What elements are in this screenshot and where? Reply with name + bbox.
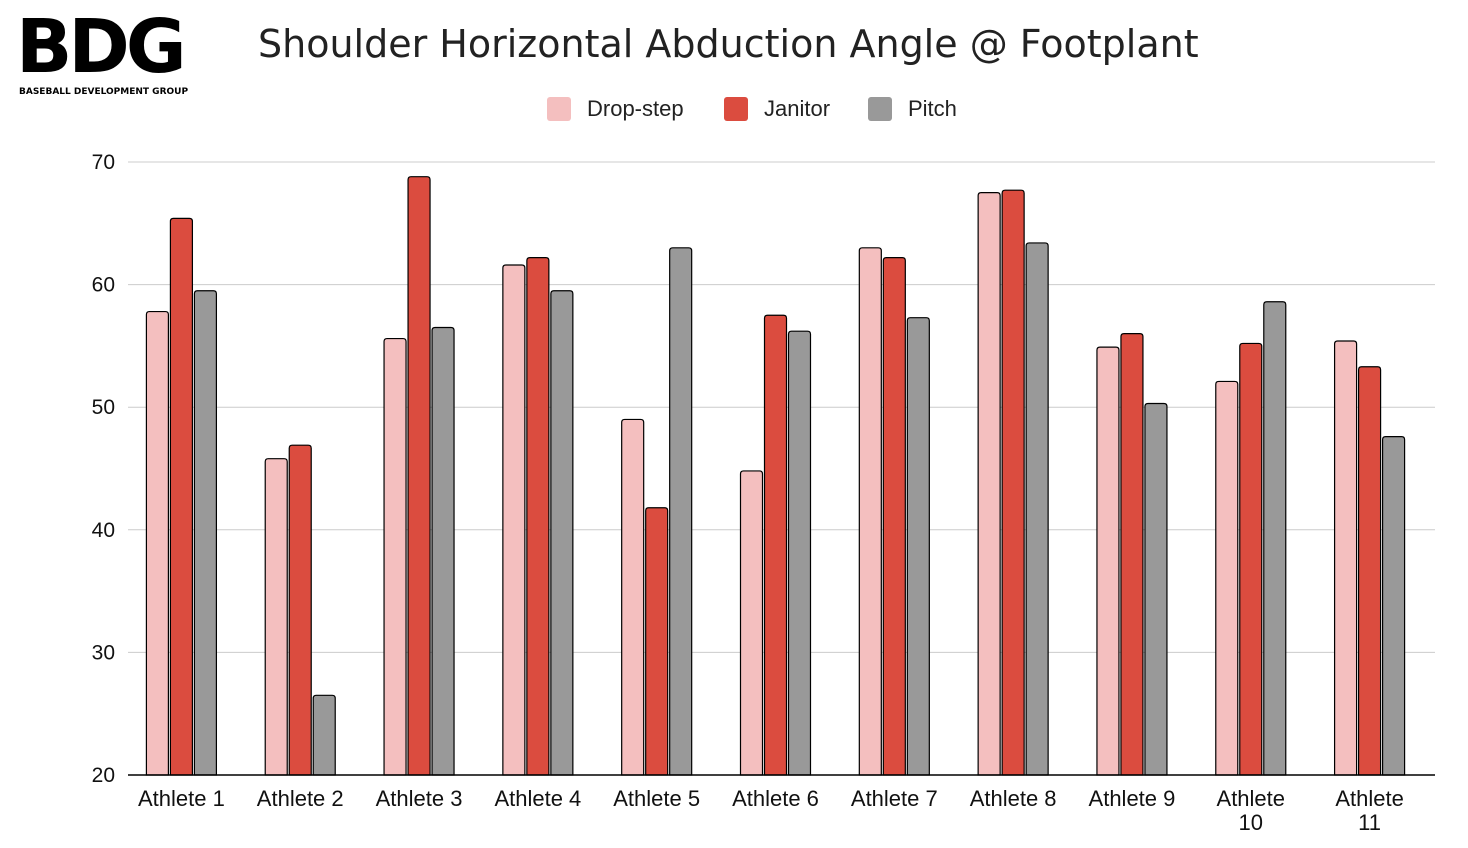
- bar-drop-step: [145, 310, 170, 776]
- bar-pitch: [312, 694, 336, 776]
- x-tick-label: Athlete 4: [494, 786, 581, 811]
- bar-drop-step: [621, 418, 645, 776]
- bar-janitor: [882, 257, 906, 776]
- bar-pitch: [669, 247, 693, 776]
- legend-item-pitch: Pitch: [868, 95, 957, 123]
- bar-drop-step: [1096, 346, 1120, 776]
- legend-swatch-janitor: [724, 97, 748, 121]
- y-tick-label: 20: [92, 764, 115, 787]
- bar-pitch: [1263, 301, 1287, 776]
- bar-janitor: [407, 176, 431, 776]
- bar-janitor: [169, 217, 194, 776]
- legend-item-drop-step: Drop-step: [547, 95, 684, 123]
- y-tick-label: 70: [92, 151, 115, 174]
- y-tick-label: 60: [92, 274, 115, 297]
- bar-drop-step: [739, 470, 764, 776]
- legend-label-pitch: Pitch: [908, 96, 957, 121]
- x-tick-label: Athlete 2: [257, 786, 344, 811]
- bar-janitor: [526, 257, 550, 776]
- bar-drop-step: [264, 458, 288, 776]
- bar-pitch: [1144, 402, 1168, 776]
- bar-pitch: [1025, 242, 1049, 776]
- bar-pitch: [193, 290, 218, 776]
- legend-label-drop-step: Drop-step: [587, 96, 684, 121]
- x-tick-label: Athlete 8: [970, 786, 1057, 811]
- x-tick-label: 11: [1358, 810, 1381, 835]
- bar-pitch: [1381, 436, 1406, 776]
- bar-janitor: [645, 507, 669, 776]
- x-tick-label: Athlete 9: [1089, 786, 1176, 811]
- y-tick-label: 30: [92, 641, 115, 664]
- x-tick-label: Athlete 6: [732, 786, 819, 811]
- bar-janitor: [1001, 189, 1025, 776]
- bar-drop-step: [977, 192, 1001, 776]
- y-tick-label: 50: [92, 396, 115, 419]
- x-tick-label: 10: [1239, 810, 1263, 835]
- bar-pitch: [550, 290, 574, 776]
- bar-drop-step: [1333, 340, 1358, 776]
- x-tick-label: Athlete 1: [138, 786, 225, 811]
- x-tick-label: Athlete 7: [851, 786, 938, 811]
- chart-title: Shoulder Horizontal Abduction Angle @ Fo…: [258, 22, 1199, 66]
- logo-letters: BDG: [16, 4, 187, 90]
- bar-drop-step: [383, 337, 407, 776]
- x-tick-label: Athlete 5: [613, 786, 700, 811]
- bar-janitor: [763, 314, 788, 776]
- x-tick-label: Athlete: [1335, 786, 1404, 811]
- y-tick-label: 40: [92, 519, 115, 542]
- chart-legend: Drop-step Janitor Pitch: [0, 95, 1468, 123]
- bar-pitch: [906, 317, 930, 776]
- bar-pitch: [787, 330, 812, 776]
- x-tick-label: Athlete 3: [376, 786, 463, 811]
- bar-drop-step: [858, 247, 882, 776]
- bar-janitor: [1357, 366, 1382, 776]
- bar-drop-step: [1215, 380, 1239, 776]
- legend-swatch-pitch: [868, 97, 892, 121]
- bar-janitor: [1120, 333, 1144, 776]
- bdg-logo: BDG BASEBALL DEVELOPMENT GROUP: [16, 10, 206, 102]
- bar-drop-step: [502, 264, 526, 776]
- logo-subtitle: BASEBALL DEVELOPMENT GROUP: [19, 87, 189, 97]
- bar-janitor: [1239, 342, 1263, 776]
- x-tick-label: Athlete: [1217, 786, 1286, 811]
- bar-janitor: [288, 444, 312, 776]
- legend-item-janitor: Janitor: [724, 95, 830, 123]
- legend-label-janitor: Janitor: [764, 96, 831, 121]
- legend-swatch-drop-step: [547, 97, 571, 121]
- bar-pitch: [431, 326, 455, 776]
